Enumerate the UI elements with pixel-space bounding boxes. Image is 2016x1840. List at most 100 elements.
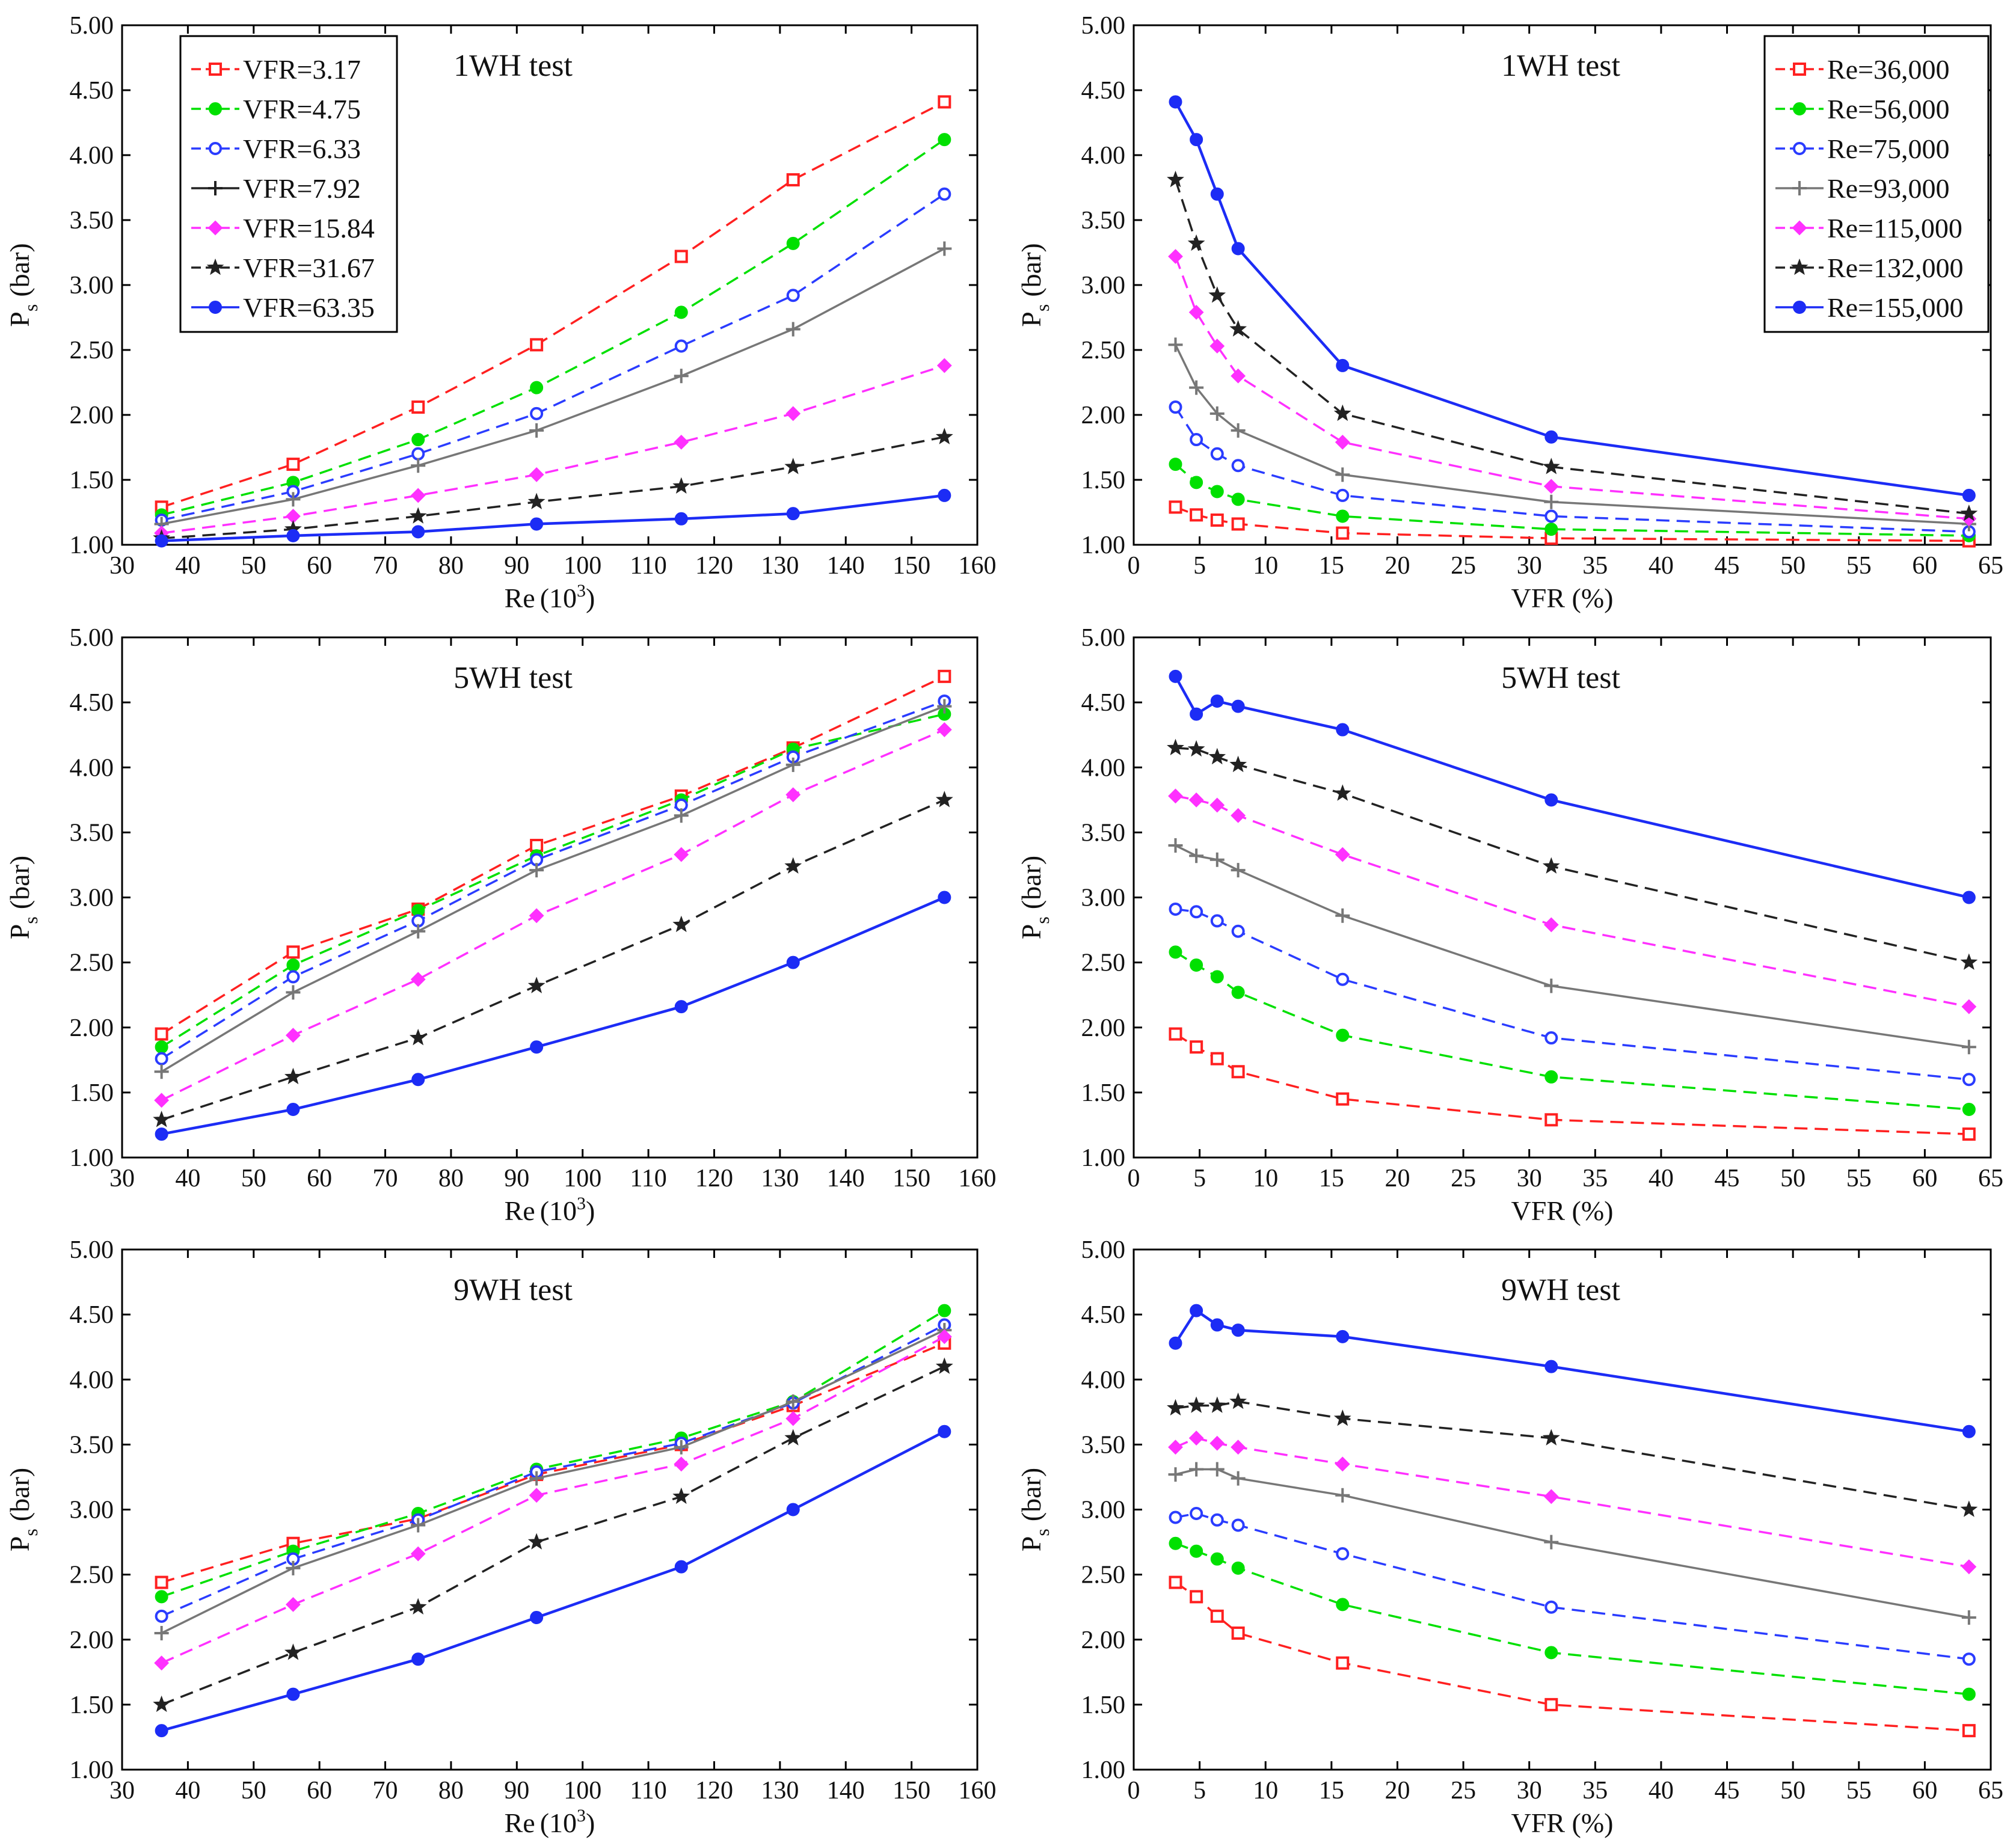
data-point [937, 241, 952, 256]
data-point [1336, 1656, 1350, 1670]
y-tick-label: 2.50 [1081, 1562, 1126, 1589]
data-point [285, 1596, 301, 1612]
series-line [161, 675, 945, 1035]
x-tick-label: 5 [1193, 1165, 1206, 1192]
data-point [1544, 1113, 1558, 1127]
data-point [786, 1503, 800, 1516]
x-axis-unit-close: ) [586, 1808, 595, 1838]
y-tick-label: 1.00 [70, 532, 114, 559]
data-point [1336, 509, 1350, 523]
data-point [1169, 1536, 1182, 1550]
data-point [1544, 1031, 1558, 1045]
data-point [1543, 479, 1559, 494]
y-tick-label: 4.00 [70, 142, 114, 170]
data-point [1169, 458, 1182, 471]
data-point [1962, 891, 1976, 904]
series-5 [1167, 1392, 1978, 1517]
y-tick-label: 3.00 [1081, 1497, 1126, 1524]
series-line [1175, 1468, 1970, 1619]
data-point [1962, 1102, 1976, 1116]
data-point [1544, 509, 1558, 523]
series-4 [1168, 788, 1977, 1014]
data-point [286, 985, 301, 1000]
data-point [1544, 494, 1559, 509]
data-point [1189, 1462, 1204, 1477]
data-point [1336, 723, 1350, 737]
series-line [161, 713, 945, 1048]
series-4 [1168, 1431, 1977, 1575]
legend-entry: Re=155,000 [1775, 292, 1964, 323]
data-point [935, 428, 953, 444]
y-tick-label: 4.00 [70, 1366, 114, 1394]
data-point [1168, 838, 1183, 853]
legend-swatch-marker [1793, 63, 1806, 76]
data-point [1231, 699, 1245, 713]
x-tick-label: 60 [1912, 552, 1937, 580]
data-point [1208, 747, 1226, 765]
legend-label: Re=36,000 [1827, 54, 1950, 85]
data-point [411, 433, 425, 447]
data-point [1961, 1559, 1977, 1575]
legend-entry: VFR=7.92 [191, 173, 361, 204]
data-point [1210, 485, 1224, 498]
data-point [938, 891, 951, 904]
legend-label: VFR=6.33 [243, 133, 361, 164]
y-axis-symbol: P [4, 311, 35, 327]
data-point [1335, 908, 1350, 923]
data-point [1190, 707, 1203, 721]
series-line [1175, 1512, 1970, 1660]
legend-entry: VFR=6.33 [191, 133, 361, 164]
x-tick-label: 80 [438, 1777, 464, 1805]
data-point [784, 1429, 802, 1446]
x-axis-symbol: Re [505, 1808, 535, 1838]
data-point [1210, 1552, 1224, 1566]
data-point [1210, 513, 1224, 527]
data-point [1543, 1489, 1559, 1504]
legend-label: Re=93,000 [1827, 173, 1950, 204]
data-point [672, 1487, 690, 1504]
x-tick-label: 35 [1582, 1777, 1608, 1805]
y-tick-label: 2.00 [70, 1627, 114, 1654]
series-line [1175, 1581, 1969, 1732]
data-point [286, 529, 300, 542]
data-point [1210, 970, 1224, 984]
data-point [1231, 986, 1245, 999]
chart-re-5wh: 1.00 1.50 2.00 2.50 3.00 3.50 4.00 4.50 5.00 30 40… [4, 624, 997, 1226]
legend-label: Re=75,000 [1827, 133, 1950, 164]
x-tick-label: 90 [504, 552, 529, 580]
data-point [1168, 249, 1183, 264]
data-point [1333, 1409, 1351, 1426]
y-axis-unit: (bar) [1016, 1468, 1046, 1521]
data-point [411, 458, 426, 473]
y-tick-label: 5.00 [1081, 12, 1126, 40]
data-point [938, 95, 951, 109]
data-point [784, 458, 802, 474]
y-axis-unit: (bar) [1016, 243, 1046, 296]
data-point [1544, 1646, 1558, 1660]
series-1 [155, 707, 951, 1054]
data-point [1208, 286, 1226, 303]
data-point [1960, 1500, 1978, 1517]
x-tick-label: 45 [1715, 1165, 1740, 1192]
series-1 [155, 1304, 951, 1604]
y-axis-label: Ps (bar) [4, 1468, 41, 1551]
data-point [1231, 492, 1245, 506]
series-0 [1169, 1575, 1976, 1738]
data-point [286, 458, 300, 471]
series-1 [1169, 945, 1976, 1116]
y-axis-symbol: P [4, 1536, 35, 1552]
series-line [1175, 1400, 1970, 1511]
x-tick-label: 40 [175, 1777, 200, 1805]
series-1 [1169, 458, 1976, 542]
data-point [1209, 406, 1225, 421]
y-tick-label: 2.00 [1081, 1014, 1126, 1042]
data-point [155, 1590, 168, 1604]
data-point [1210, 914, 1224, 928]
series-3 [1168, 337, 1976, 532]
legend-label: Re=56,000 [1827, 94, 1950, 124]
data-point [410, 1546, 426, 1562]
x-tick-label: 160 [959, 552, 997, 580]
x-tick-label: 150 [893, 1777, 930, 1805]
plot-frame [121, 636, 979, 1159]
legend-box [179, 35, 398, 333]
